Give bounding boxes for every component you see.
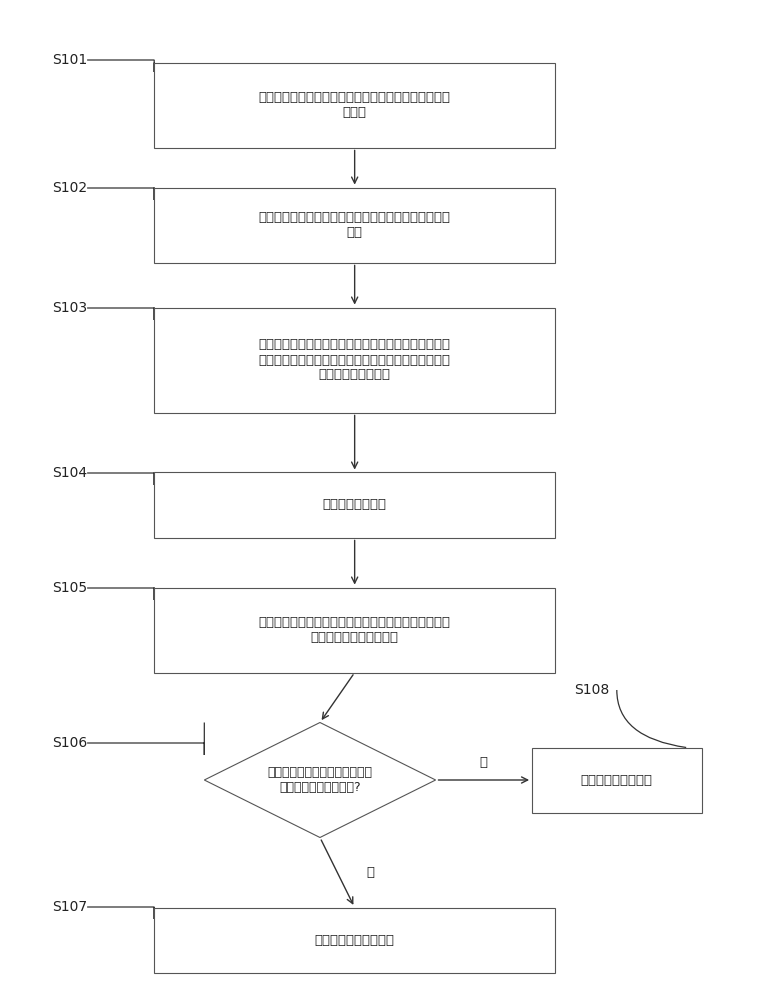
Text: 是: 是 bbox=[366, 866, 374, 879]
Text: S103: S103 bbox=[52, 301, 88, 315]
Text: 否: 否 bbox=[480, 756, 488, 768]
Text: S105: S105 bbox=[52, 581, 88, 595]
Text: 初始化第一传播介质参数、第二传播介质参数以及高程
差因子: 初始化第一传播介质参数、第二传播介质参数以及高程 差因子 bbox=[258, 91, 451, 119]
Bar bbox=[532, 748, 702, 812]
Bar bbox=[154, 473, 555, 538]
Text: S101: S101 bbox=[52, 53, 88, 67]
Bar bbox=[154, 908, 555, 972]
Text: S102: S102 bbox=[52, 181, 88, 195]
Text: 获得爆破条件参数: 获得爆破条件参数 bbox=[322, 498, 387, 512]
Bar bbox=[154, 62, 555, 147]
Bar bbox=[154, 308, 555, 412]
Text: 输出安全的结果信息: 输出安全的结果信息 bbox=[581, 774, 653, 786]
Text: S107: S107 bbox=[52, 900, 88, 914]
Bar bbox=[154, 587, 555, 672]
Polygon shape bbox=[204, 722, 436, 838]
Text: 获得实际装药量参数、实际爆心距参数以及实际高程差
参数: 获得实际装药量参数、实际爆心距参数以及实际高程差 参数 bbox=[258, 211, 451, 239]
Text: S104: S104 bbox=[52, 466, 88, 480]
Text: 根据第一传播介质参数、第二传播介质参数、实际装药
量参数、实际爆心距参数以及实际高程差参数计算出实
际待测质点振速参数: 根据第一传播介质参数、第二传播介质参数、实际装药 量参数、实际爆心距参数以及实际… bbox=[258, 338, 451, 381]
Bar bbox=[154, 188, 555, 262]
Text: 实际待测质点振速参数是否大于
标准安全振速参数范围?: 实际待测质点振速参数是否大于 标准安全振速参数范围? bbox=[268, 766, 372, 794]
Text: 根据爆破条件参数调用与该爆破条件参数对应的预存储
的标准安全振速参数范围: 根据爆破条件参数调用与该爆破条件参数对应的预存储 的标准安全振速参数范围 bbox=[258, 616, 451, 644]
Text: S106: S106 bbox=[52, 736, 88, 750]
Text: S108: S108 bbox=[574, 683, 610, 697]
Text: 输出不安全的结果信息: 输出不安全的结果信息 bbox=[315, 934, 395, 946]
